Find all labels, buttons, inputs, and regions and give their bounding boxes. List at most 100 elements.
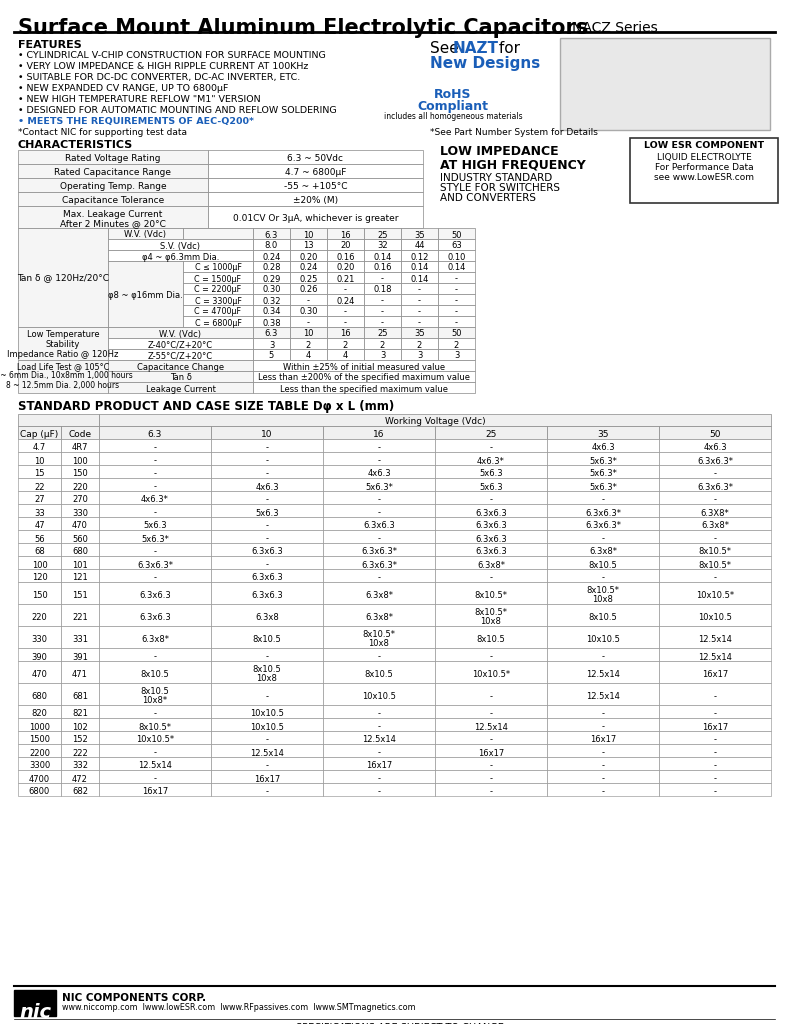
Bar [61,718,99,731]
Text: *See Part Number System for Details: *See Part Number System for Details [430,128,598,137]
Text: 10x8: 10x8 [256,674,278,683]
Text: -: - [154,774,156,783]
Bar [61,530,99,543]
Bar [364,349,401,360]
Bar [435,770,547,783]
Bar [547,718,659,731]
Bar [211,662,323,683]
Bar [547,465,659,478]
Text: -: - [154,482,156,492]
Bar [211,648,323,662]
Bar [61,662,99,683]
Bar [435,478,547,490]
Text: 12.5x14: 12.5x14 [698,635,732,644]
Bar [208,150,423,164]
Bar [547,757,659,770]
Text: 151: 151 [72,591,88,600]
Text: -: - [154,573,156,583]
Text: 6.3x6.3*: 6.3x6.3* [697,457,733,466]
Text: -: - [418,318,421,328]
Text: 152: 152 [72,735,88,744]
Bar [323,731,435,744]
Bar [547,426,659,439]
Bar [99,648,211,662]
Text: 4 ~ 6mm Dia., 10x8mm 1,000 hours: 4 ~ 6mm Dia., 10x8mm 1,000 hours [0,371,133,380]
Bar [438,283,475,294]
Bar [323,478,435,490]
Text: -: - [489,496,492,505]
Text: -: - [713,749,716,758]
Text: 16: 16 [373,430,385,439]
Text: NAZT: NAZT [453,41,499,56]
Text: 471: 471 [72,670,88,679]
Text: 16x17: 16x17 [478,749,504,758]
Text: 6.3x6.3: 6.3x6.3 [139,591,171,600]
Bar [211,504,323,517]
Text: 5x6.3: 5x6.3 [479,482,503,492]
Text: 0.24: 0.24 [336,297,355,305]
Text: 16x17: 16x17 [590,735,616,744]
Bar [323,556,435,569]
Text: 0.14: 0.14 [410,263,428,272]
Bar [18,193,208,206]
Text: -: - [381,297,384,305]
Text: 8 ~ 12.5mm Dia. 2,000 hours: 8 ~ 12.5mm Dia. 2,000 hours [6,381,120,390]
Text: Within ±25% of initial measured value: Within ±25% of initial measured value [283,362,445,372]
Text: 100: 100 [72,457,88,466]
Text: Load Life Test @ 105°C: Load Life Test @ 105°C [17,362,109,371]
Bar [99,783,211,796]
Bar [253,338,290,349]
Bar [183,305,253,316]
Text: 5x6.3: 5x6.3 [479,469,503,478]
Text: -: - [489,774,492,783]
Bar [18,770,61,783]
Text: -: - [381,318,384,328]
Text: Low Temperature: Low Temperature [27,330,99,339]
Bar [61,744,99,757]
Bar [435,683,547,705]
Text: 12.5x14: 12.5x14 [362,735,396,744]
Bar [108,338,253,349]
Bar [323,465,435,478]
Text: 0.20: 0.20 [299,253,318,261]
Text: 10x8: 10x8 [481,617,502,626]
Bar [290,316,327,327]
Text: CHARACTERISTICS: CHARACTERISTICS [18,140,133,150]
Bar [364,305,401,316]
Text: 32: 32 [377,242,388,251]
Text: 331: 331 [72,635,88,644]
Bar [659,662,771,683]
Text: 4R7: 4R7 [72,443,88,453]
Bar [108,360,253,371]
Bar [99,490,211,504]
Bar [659,504,771,517]
Bar [18,604,61,626]
Text: After 2 Minutes @ 20°C: After 2 Minutes @ 20°C [60,219,166,228]
Text: 6.3: 6.3 [265,330,279,339]
Text: includes all homogeneous materials: includes all homogeneous materials [383,112,522,121]
Bar [18,465,61,478]
Bar [99,517,211,530]
Text: New Designs: New Designs [430,56,540,71]
Bar [435,648,547,662]
Text: 680: 680 [32,692,47,701]
Text: 2: 2 [380,341,385,349]
Text: 8x10.5: 8x10.5 [252,635,282,644]
Bar [659,648,771,662]
Bar [61,648,99,662]
Text: 12.5x14: 12.5x14 [138,762,172,770]
Bar [659,783,771,796]
Bar [659,517,771,530]
Text: 6.3x6.3: 6.3x6.3 [251,573,283,583]
Bar [211,439,323,452]
Text: 821: 821 [72,710,88,719]
Bar [61,626,99,648]
Text: 25: 25 [377,230,387,240]
Text: 8x10.5: 8x10.5 [252,665,282,674]
Text: 0.24: 0.24 [299,263,318,272]
Text: 6.3: 6.3 [148,430,163,439]
Text: Less than ±200% of the specified maximum value: Less than ±200% of the specified maximum… [258,374,470,383]
Bar [547,705,659,718]
Bar [253,360,475,371]
Text: -: - [154,749,156,758]
